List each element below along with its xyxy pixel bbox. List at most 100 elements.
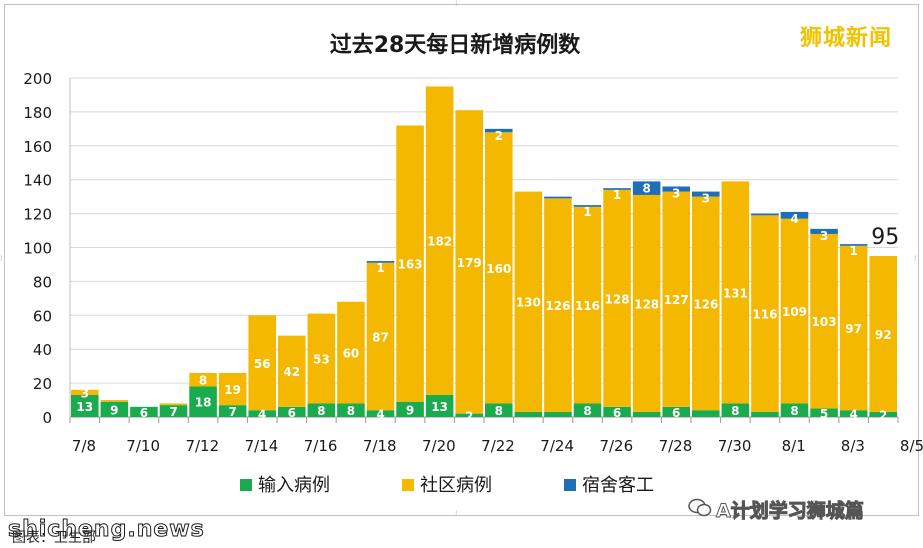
- data-label: 3: [672, 186, 680, 200]
- bar-imported: [248, 410, 276, 417]
- resize-handle-top[interactable]: ⁝: [455, 0, 458, 8]
- y-tick-label: 200: [23, 70, 52, 88]
- data-label: 1: [376, 261, 384, 275]
- data-label: 126: [545, 299, 570, 313]
- data-label: 4: [376, 408, 384, 422]
- data-label: 9: [110, 403, 118, 417]
- x-tick-label: 7/20: [422, 437, 456, 455]
- data-label: 8: [199, 374, 207, 388]
- x-tick-label: 7/16: [304, 437, 338, 455]
- x-tick-label: 7/14: [245, 437, 279, 455]
- bar-dormitory: [366, 261, 395, 263]
- bar-imported: [100, 401, 129, 417]
- bar-community: [100, 400, 129, 402]
- bar-dormitory: [780, 211, 809, 219]
- bar-community: [396, 125, 424, 402]
- bar-dormitory: [544, 196, 572, 199]
- bar-community: [425, 86, 454, 395]
- bar-dormitory: [485, 128, 513, 133]
- resize-handle-right[interactable]: ⁝: [914, 254, 917, 263]
- bar-dormitory: [573, 205, 602, 207]
- y-tick-label: 160: [23, 138, 52, 156]
- bar-imported: [692, 410, 720, 417]
- y-tick-label: 60: [33, 307, 52, 325]
- bar-community: [485, 132, 513, 404]
- data-label: 56: [254, 357, 271, 371]
- x-tick-label: 8/3: [841, 437, 865, 455]
- y-tick-label: 120: [23, 206, 52, 224]
- bar-imported: [71, 394, 99, 417]
- bar-imported: [780, 403, 809, 417]
- data-label: 1: [849, 244, 857, 258]
- bar-imported: [514, 411, 543, 417]
- bar-community: [662, 191, 690, 407]
- legend-label-community: 社区病例: [420, 475, 492, 496]
- bar-community: [189, 372, 217, 387]
- data-label: 3: [820, 229, 828, 243]
- resize-handle-bottom[interactable]: ⁝: [455, 509, 458, 518]
- data-label: 60: [343, 347, 360, 361]
- data-label: 6: [288, 406, 296, 420]
- y-tick-label: 100: [23, 240, 52, 258]
- data-label: 6: [140, 406, 148, 420]
- x-axis: 7/8 7/10 7/12 7/14 7/16 7/18 7/20 7/22 7/24 7/26 7…: [69, 416, 923, 455]
- bar-dormitory: [839, 244, 868, 246]
- bar-community: [544, 198, 572, 412]
- bar-community: [721, 181, 750, 404]
- data-label: 4: [790, 212, 798, 226]
- x-tick-label: 7/26: [599, 437, 633, 455]
- bars: [71, 86, 897, 417]
- bar-imported: [455, 413, 483, 417]
- data-label: 2: [879, 408, 887, 422]
- data-label: 8: [317, 404, 325, 418]
- x-tick-label: 7/10: [126, 437, 160, 455]
- bar-community: [751, 215, 779, 412]
- data-label: 13: [431, 400, 448, 414]
- x-tick-label: 7/28: [659, 437, 693, 455]
- bar-community: [603, 189, 631, 407]
- data-label: 128: [605, 292, 630, 306]
- legend-swatch-community: [402, 479, 414, 491]
- bar-dormitory: [751, 213, 779, 216]
- bar-imported: [485, 403, 513, 417]
- x-tick-label: 8/5: [900, 437, 923, 455]
- legend-swatch-dormitory: [564, 479, 576, 491]
- bar-imported: [396, 401, 424, 417]
- x-tick-label: 7/8: [72, 437, 96, 455]
- data-label: 8: [790, 404, 798, 418]
- x-tick-label: 7/22: [481, 437, 515, 455]
- data-label: 126: [693, 297, 718, 311]
- data-label: 42: [283, 365, 300, 379]
- data-label: 53: [313, 353, 330, 367]
- bar-community: [248, 315, 276, 411]
- y-tick-label: 0: [42, 409, 52, 427]
- bar-imported: [189, 386, 217, 417]
- data-label: 6: [672, 406, 680, 420]
- x-tick-label: 7/12: [185, 437, 219, 455]
- bar-community: [159, 403, 188, 406]
- data-label: 109: [782, 305, 807, 319]
- bar-imported: [632, 411, 661, 417]
- data-label: 8: [495, 404, 503, 418]
- data-label: 2: [495, 129, 503, 143]
- data-label: 19: [224, 383, 241, 397]
- y-axis: 0 20 40 60 80 100 120 140 160 180 200: [23, 70, 71, 427]
- bar-imported: [810, 408, 838, 417]
- bar-community: [573, 206, 602, 404]
- data-label: 8: [347, 404, 355, 418]
- bar-dormitory: [810, 228, 838, 234]
- bar-community: [839, 245, 868, 411]
- resize-handle-left[interactable]: ⁝: [0, 254, 3, 263]
- data-label: 2: [465, 409, 473, 423]
- footer-site-watermark: shicheng.news: [8, 517, 205, 543]
- data-label: 182: [427, 235, 452, 249]
- bar-imported: [869, 411, 897, 417]
- legend: 输入病例 社区病例 宿舍客工: [240, 475, 654, 496]
- bar-imported: [751, 411, 779, 417]
- data-label: 128: [634, 297, 659, 311]
- bar-community: [810, 233, 838, 409]
- bar-dormitory: [662, 186, 690, 192]
- bar-imported: [573, 403, 602, 417]
